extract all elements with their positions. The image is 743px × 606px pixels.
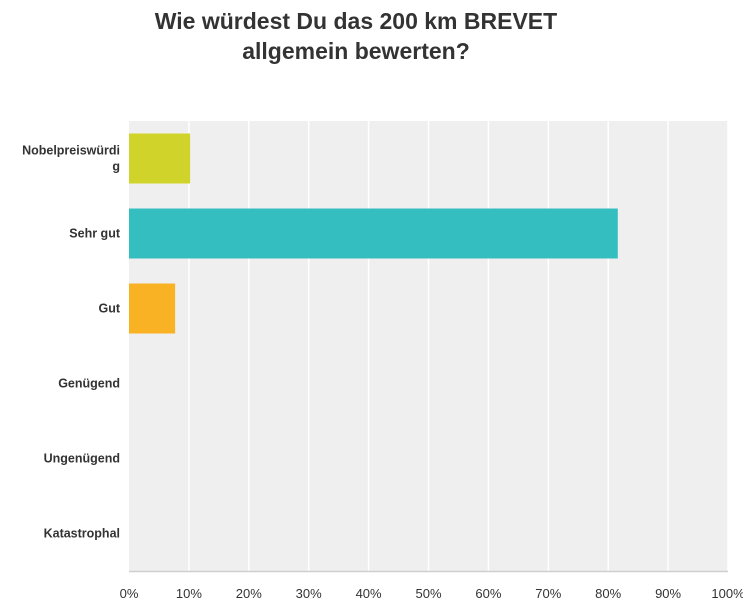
x-tick-label: 70% bbox=[535, 586, 561, 601]
x-tick-label: 60% bbox=[475, 586, 501, 601]
chart-title-line-2: allgemein bewerten? bbox=[242, 38, 470, 64]
bars bbox=[129, 133, 618, 334]
x-tick-label: 30% bbox=[296, 586, 322, 601]
x-tick-label: 20% bbox=[236, 586, 262, 601]
x-tick-label: 80% bbox=[595, 586, 621, 601]
x-tick-label: 50% bbox=[415, 586, 441, 601]
x-tick-labels: 0% 10% 20% 30% 40% 50% 60% 70% 80% 90% 100% bbox=[120, 586, 743, 601]
category-label: Nobelpreiswürdi g bbox=[22, 144, 120, 174]
category-label: Gut bbox=[98, 302, 120, 316]
x-tick-label: 40% bbox=[356, 586, 382, 601]
bar bbox=[129, 283, 176, 334]
x-tick-label: 100% bbox=[711, 586, 743, 601]
bar bbox=[129, 208, 618, 259]
gridlines bbox=[188, 121, 729, 571]
category-label: Katastrophal bbox=[44, 527, 120, 541]
category-labels: Nobelpreiswürdi g Sehr gut Gut Genügend Ungen… bbox=[22, 144, 121, 541]
category-label: Genügend bbox=[58, 377, 120, 391]
chart-title: Wie würdest Du das 200 km BREVET allgeme… bbox=[70, 6, 642, 66]
x-tick-label: 90% bbox=[655, 586, 681, 601]
x-tick-label: 10% bbox=[176, 586, 202, 601]
chart-title-line-1: Wie würdest Du das 200 km BREVET bbox=[154, 8, 558, 34]
category-label: Sehr gut bbox=[69, 227, 121, 241]
category-label: Ungenügend bbox=[44, 452, 120, 466]
bar bbox=[129, 133, 191, 184]
x-tick-label: 0% bbox=[120, 586, 139, 601]
